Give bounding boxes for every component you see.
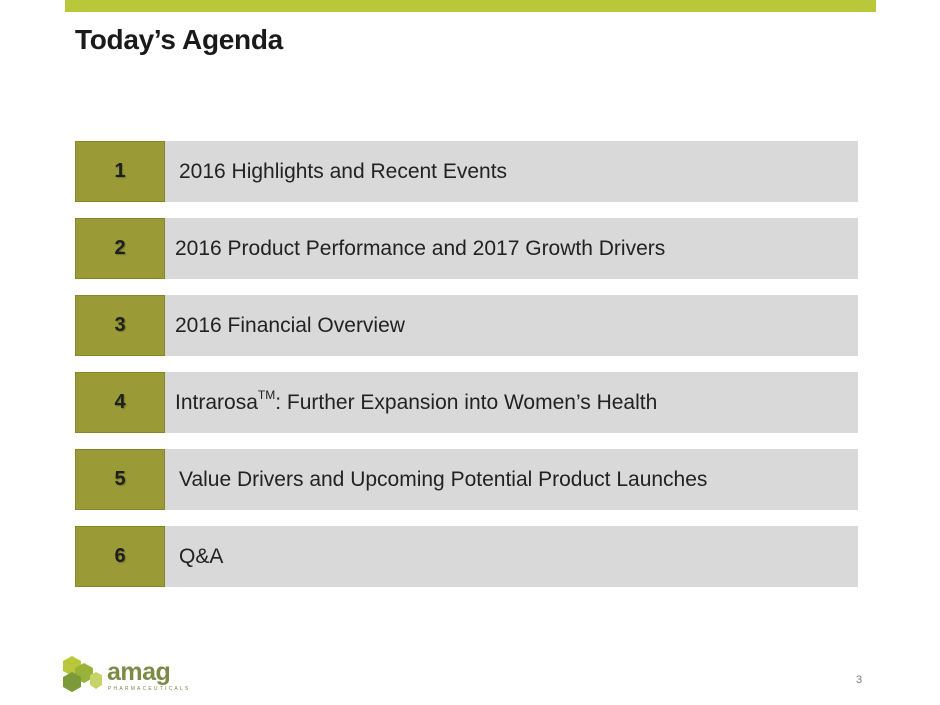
agenda-label-suffix: : Further Expansion into Women’s Health	[275, 390, 658, 414]
agenda-item-3[interactable]: 3 2016 Financial Overview	[75, 295, 858, 356]
agenda-item-4[interactable]: 4 Intrarosa TM: Further Expansion into Wo…	[75, 372, 858, 433]
agenda-item-6[interactable]: 6 Q&A	[75, 526, 858, 587]
agenda-item-5[interactable]: 5 Value Drivers and Upcoming Potential P…	[75, 449, 858, 510]
agenda-number: 4	[75, 372, 165, 433]
logo-wordmark: amag	[107, 658, 171, 686]
agenda-label: Intrarosa TM: Further Expansion into Wome…	[175, 372, 657, 433]
agenda-number: 5	[75, 449, 165, 510]
agenda-item-2[interactable]: 2 2016 Product Performance and 2017 Grow…	[75, 218, 858, 279]
agenda-number: 2	[75, 218, 165, 279]
amag-logo-icon	[63, 656, 102, 692]
agenda-label-prefix: Intrarosa	[175, 390, 258, 414]
agenda-number: 6	[75, 526, 165, 587]
agenda-label: Value Drivers and Upcoming Potential Pro…	[179, 467, 708, 491]
slide-title: Today’s Agenda	[75, 24, 283, 55]
agenda-label: 2016 Highlights and Recent Events	[179, 159, 508, 183]
trademark-superscript: TM	[257, 387, 276, 402]
agenda-number: 3	[75, 295, 165, 356]
agenda-item-1[interactable]: 1 2016 Highlights and Recent Events	[75, 141, 858, 202]
agenda-label: 2016 Financial Overview	[175, 313, 405, 337]
top-accent-bar	[65, 0, 876, 12]
agenda-label: Q&A	[179, 544, 224, 568]
logo-subtext: PHARMACEUTICALS	[108, 686, 191, 692]
agenda-list: 1 2016 Highlights and Recent Events 2 20…	[75, 141, 858, 603]
agenda-number: 1	[75, 141, 165, 202]
agenda-label: 2016 Product Performance and 2017 Growth…	[175, 236, 666, 260]
page-number: 3	[856, 674, 863, 686]
